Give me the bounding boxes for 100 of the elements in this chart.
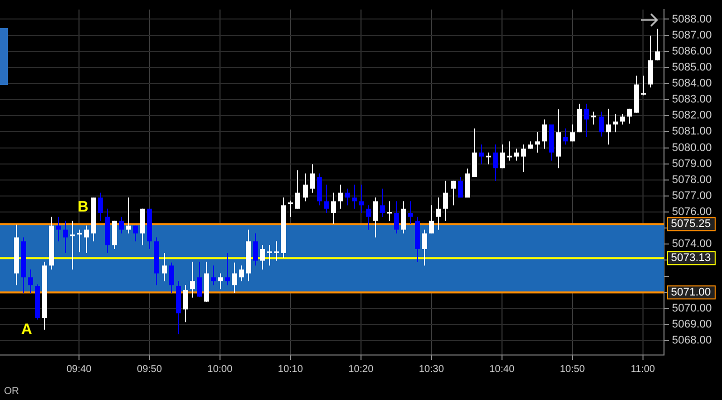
- annotation: A: [21, 320, 32, 338]
- candlestick: [218, 272, 223, 290]
- candlestick: [613, 114, 618, 133]
- candlestick: [500, 144, 505, 169]
- candlestick: [429, 204, 434, 234]
- candlestick: [63, 220, 68, 254]
- ref-line-label: 5071.00: [671, 286, 711, 298]
- y-tick-label: 5082.00: [672, 110, 712, 122]
- candlestick: [620, 114, 625, 125]
- candlestick: [493, 144, 498, 182]
- ref-line-label: 5073.13: [671, 252, 711, 264]
- x-tick-label: 11:00: [630, 364, 656, 375]
- candlestick: [366, 204, 371, 230]
- candlestick: [267, 244, 272, 266]
- y-tick-label: 5079.00: [672, 158, 712, 170]
- candlestick: [288, 200, 293, 218]
- candlestick: [338, 184, 343, 210]
- candlestick: [359, 184, 364, 214]
- y-tick-label: 5068.00: [672, 334, 712, 347]
- x-tick-label: 10:40: [489, 364, 515, 375]
- x-tick-label: 10:50: [560, 364, 586, 375]
- ref-line-label: 5075.25: [671, 218, 711, 230]
- candlestick: [584, 103, 589, 138]
- x-tick-label: 10:30: [418, 364, 444, 375]
- candlestick: [197, 261, 202, 298]
- candlestick: [352, 184, 357, 210]
- candlestick: [394, 200, 399, 234]
- annotation: B: [78, 198, 89, 216]
- candlestick: [443, 180, 448, 222]
- candlestick: [56, 216, 61, 242]
- y-tick-label: 5080.00: [672, 142, 712, 154]
- y-tick-label: 5074.00: [672, 238, 712, 250]
- candlestick: [521, 144, 526, 172]
- candlestick: [606, 108, 611, 146]
- y-tick-label: 5088.00: [672, 13, 712, 26]
- candlestick: [387, 200, 392, 222]
- candlestick: [225, 252, 230, 286]
- candlestick: [542, 118, 547, 150]
- candlestick: [458, 176, 463, 198]
- y-tick-label: 5083.00: [672, 94, 712, 106]
- candlestick: [274, 240, 279, 262]
- y-tick-label: 5084.00: [672, 78, 712, 90]
- candlestick: [232, 262, 237, 294]
- candlestick: [183, 284, 188, 323]
- y-tick-label: 5087.00: [672, 29, 712, 42]
- candlestick: [591, 111, 596, 125]
- y-tick-label: 5078.00: [672, 174, 712, 186]
- candlestick: [535, 132, 540, 154]
- candlestick: [239, 265, 244, 282]
- candlestick: [133, 225, 138, 242]
- candlestick: [260, 244, 265, 270]
- candlestick: [563, 128, 568, 146]
- y-tick-label: 5076.00: [672, 206, 712, 218]
- candlestick: [486, 152, 491, 165]
- x-tick-label: 09:40: [66, 364, 92, 375]
- candlestick: [436, 197, 441, 230]
- y-tick-label: 5085.00: [672, 61, 712, 74]
- x-tick-label: 10:00: [207, 364, 233, 375]
- candlestick: [126, 197, 131, 234]
- candlestick: [422, 229, 427, 266]
- candlestick: [324, 184, 329, 214]
- candlestick: [514, 148, 519, 162]
- x-tick-label: 10:10: [278, 364, 304, 375]
- candlestick: [169, 262, 174, 294]
- candlestick: [479, 144, 484, 165]
- candlestick: [345, 188, 350, 206]
- y-tick-label: 5070.00: [672, 302, 712, 314]
- candlestick: [84, 225, 89, 254]
- candlestick: [331, 192, 336, 224]
- x-tick-label: 09:50: [136, 364, 162, 375]
- candlestick: [655, 28, 660, 61]
- candlestick: [28, 269, 33, 294]
- y-tick-label: 5086.00: [672, 45, 712, 58]
- candlestick: [451, 180, 456, 206]
- candlestick: [253, 232, 258, 266]
- candlestick: [190, 261, 195, 298]
- candlestick: [70, 220, 75, 270]
- candlestick: [211, 265, 216, 286]
- candlestick: [577, 103, 582, 133]
- candlestick: [507, 140, 512, 162]
- candlestick: [599, 111, 604, 138]
- candlestick: [627, 108, 632, 124]
- y-tick-label: 5069.00: [672, 318, 712, 331]
- candlestick: [570, 124, 575, 142]
- candlestick: [162, 252, 167, 282]
- candlestick: [373, 197, 378, 238]
- candlestick: [98, 192, 103, 222]
- candlestick: [310, 164, 315, 194]
- candlestick: [77, 229, 82, 253]
- candlestick: [408, 200, 413, 224]
- candlestick: [641, 75, 646, 96]
- candlestick: [303, 172, 308, 202]
- candlestick: [119, 216, 124, 234]
- text: OR: [4, 386, 19, 397]
- candlestick: [401, 200, 406, 234]
- candlestick: [295, 170, 300, 210]
- y-tick-label: 5077.00: [672, 190, 712, 202]
- candlestick: [380, 188, 385, 218]
- x-tick-label: 10:20: [348, 364, 374, 375]
- y-tick-label: 5081.00: [672, 126, 712, 138]
